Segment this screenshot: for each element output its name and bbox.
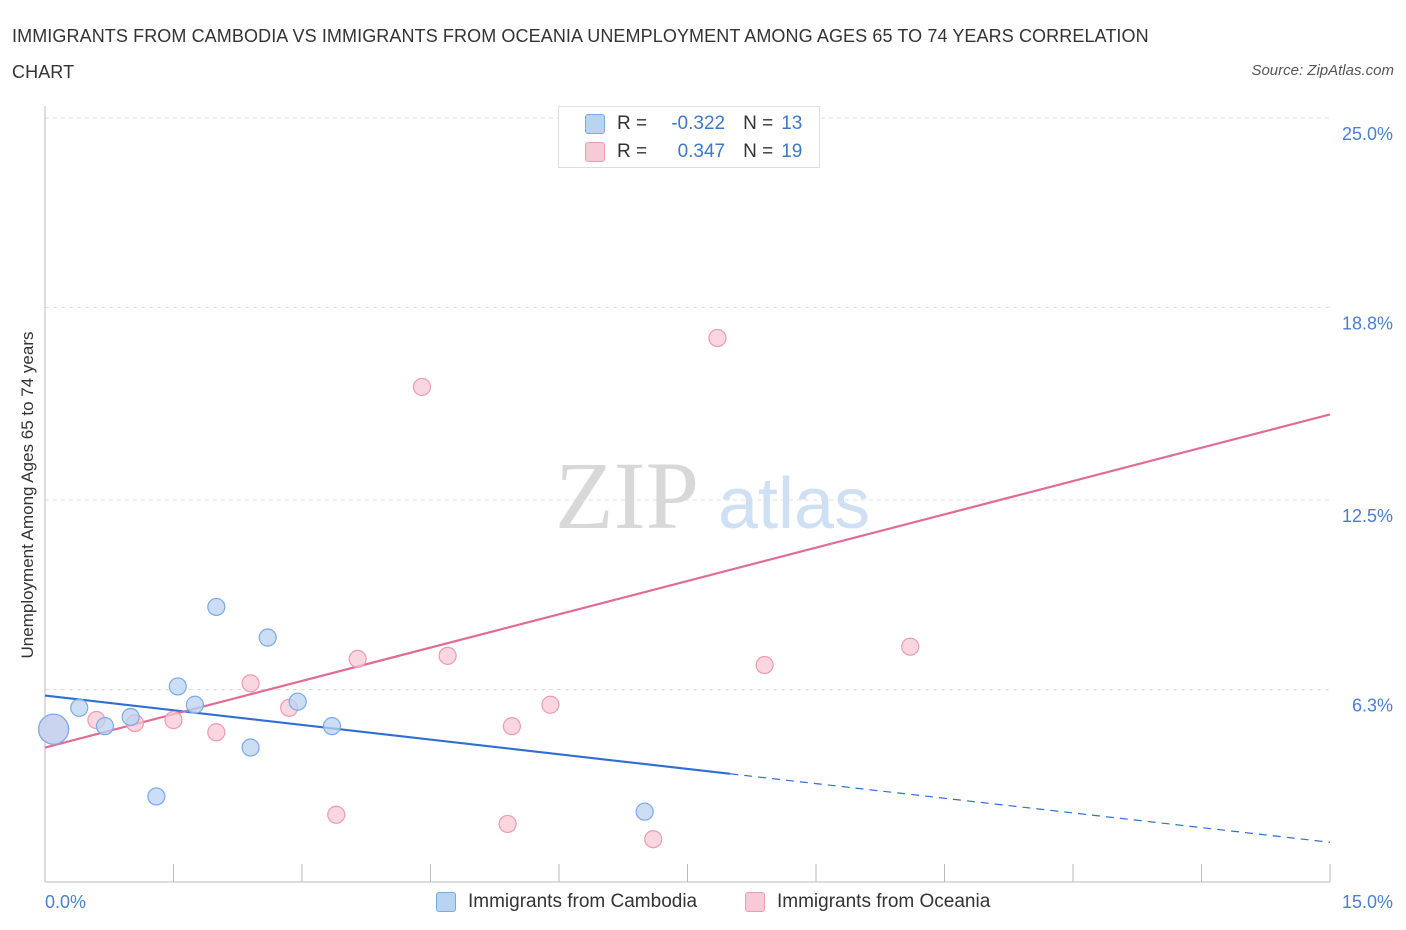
oceania-point bbox=[498, 814, 517, 834]
oceania-point bbox=[438, 646, 457, 665]
oceania-point bbox=[755, 655, 774, 675]
y-tick-label: 25.0% bbox=[1342, 124, 1393, 144]
cambodia-point bbox=[37, 713, 70, 745]
y-tick-label: 18.8% bbox=[1342, 313, 1393, 333]
r-value: 0.347 bbox=[677, 141, 726, 162]
oceania-point bbox=[164, 710, 183, 730]
data-points bbox=[37, 108, 920, 849]
oceania-point bbox=[901, 637, 920, 656]
cambodia-swatch bbox=[436, 892, 456, 912]
y-tick-label: 6.3% bbox=[1352, 695, 1393, 715]
y-tick-label: 12.5% bbox=[1342, 506, 1393, 526]
cambodia-trend-line-extension bbox=[730, 773, 1331, 843]
oceania-swatch bbox=[585, 142, 605, 162]
n-label: N = bbox=[743, 113, 774, 134]
cambodia-point bbox=[322, 717, 342, 736]
cambodia-trend-line bbox=[44, 694, 731, 775]
oceania-point bbox=[644, 830, 663, 849]
r-label: R = bbox=[617, 141, 648, 162]
cambodia-point bbox=[121, 707, 140, 727]
cambodia-point bbox=[70, 698, 89, 717]
n-value: 19 bbox=[781, 141, 803, 162]
oceania-point bbox=[541, 695, 560, 714]
r-label: R = bbox=[617, 113, 648, 134]
oceania-point bbox=[412, 377, 432, 397]
axes bbox=[44, 106, 1331, 883]
grid-lines bbox=[45, 117, 1330, 690]
oceania-point bbox=[708, 328, 727, 348]
oceania-point bbox=[241, 674, 260, 693]
chart-title: IMMIGRANTS FROM CAMBODIA VS IMMIGRANTS F… bbox=[12, 26, 1149, 82]
r-value: -0.322 bbox=[671, 113, 726, 134]
oceania-swatch bbox=[745, 892, 765, 912]
cambodia-point bbox=[635, 802, 654, 821]
cambodia-point bbox=[147, 787, 166, 806]
watermark-atlas: atlas bbox=[718, 464, 870, 544]
series-name: Immigrants from Cambodia bbox=[468, 891, 698, 912]
watermark-zip: ZIP bbox=[555, 442, 699, 549]
n-value: 13 bbox=[781, 113, 803, 134]
cambodia-point bbox=[207, 597, 226, 617]
oceania-point bbox=[327, 805, 346, 824]
correlation-legend: R = -0.322 N = 13 R = 0.347 N = 19 bbox=[558, 106, 820, 168]
cambodia-point bbox=[258, 628, 277, 647]
cambodia-point bbox=[95, 717, 115, 736]
cambodia-point bbox=[288, 692, 307, 711]
series-legend-oceania[interactable]: Immigrants from Oceania bbox=[745, 889, 990, 915]
x-tick-label: 0.0% bbox=[45, 892, 86, 912]
cambodia-point bbox=[168, 677, 187, 696]
oceania-point bbox=[348, 649, 367, 669]
cambodia-swatch bbox=[585, 114, 605, 134]
n-label: N = bbox=[743, 141, 774, 162]
source-label: Source: ZipAtlas.com bbox=[1251, 62, 1394, 79]
oceania-point bbox=[207, 723, 226, 742]
legend-row-cambodia: R = -0.322 N = 13 bbox=[585, 111, 802, 137]
watermark: ZIP atlas bbox=[555, 442, 870, 549]
oceania-point bbox=[502, 717, 521, 736]
cambodia-point bbox=[241, 738, 260, 757]
trend-lines bbox=[44, 413, 1331, 843]
legend-row-oceania: R = 0.347 N = 19 bbox=[585, 139, 802, 165]
tick-labels: 6.3% 12.5% 18.8% 25.0% 0.0% 15.0% bbox=[45, 124, 1393, 912]
x-tick-label: 15.0% bbox=[1342, 892, 1393, 912]
series-legend-cambodia[interactable]: Immigrants from Cambodia bbox=[436, 889, 697, 915]
series-name: Immigrants from Oceania bbox=[777, 891, 991, 912]
oceania-trend-line bbox=[44, 413, 1331, 749]
cambodia-point bbox=[185, 695, 205, 714]
